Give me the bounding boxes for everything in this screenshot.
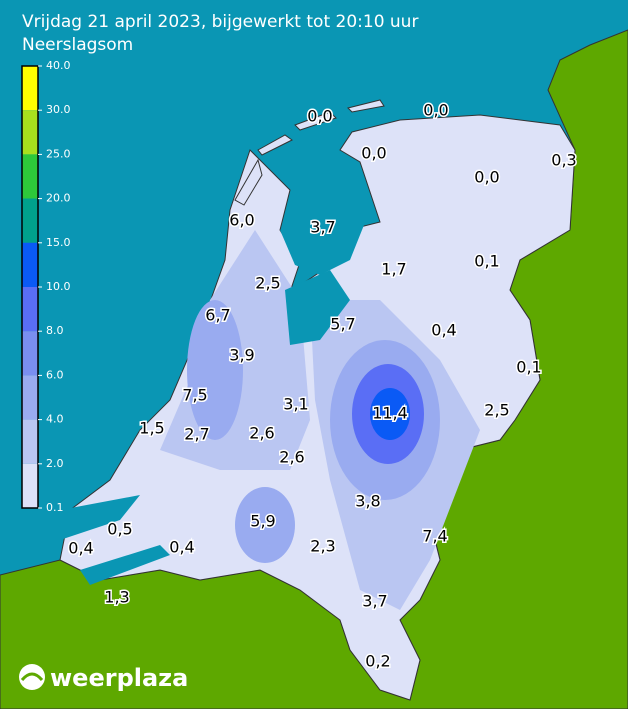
precip-label: 0,0 [361, 144, 386, 163]
precip-label: 0,3 [551, 151, 576, 170]
band-10-15 [370, 388, 410, 440]
precip-label: 2,3 [310, 537, 335, 556]
precip-label: 3,9 [229, 346, 254, 365]
precip-label: 2,6 [249, 424, 274, 443]
precip-label: 1,7 [381, 260, 406, 279]
legend-label: 6.0 [46, 368, 64, 381]
precip-label: 5,9 [250, 512, 275, 531]
legend-band [22, 375, 38, 420]
band-4-6 [235, 487, 295, 563]
precip-label: 6,0 [229, 211, 254, 230]
precip-label: 2,6 [279, 448, 304, 467]
precip-label: 2,5 [255, 274, 280, 293]
legend: 40.0 30.0 25.0 20.0 15.0 10.0 8.0 6.0 4.0 2.0 0.1 [21, 59, 71, 514]
legend-label: 8.0 [46, 324, 64, 337]
precip-label: 3,1 [283, 395, 308, 414]
island [234, 158, 263, 206]
legend-label: 2.0 [46, 457, 64, 470]
precip-label: 7,5 [182, 386, 207, 405]
legend-band [22, 331, 38, 376]
ijsselmeer [280, 200, 370, 275]
legend-band [22, 242, 38, 287]
precip-label: 1,5 [139, 419, 164, 438]
subtitle: Neerslagsom [22, 35, 133, 55]
legend-band [22, 110, 38, 155]
precip-label: 3,7 [362, 592, 387, 611]
precip-label: 3,7 [310, 218, 335, 237]
legend-label: 4.0 [46, 413, 64, 426]
precip-label: 2,5 [484, 401, 509, 420]
precip-label: 3,8 [355, 492, 380, 511]
legend-band [22, 287, 38, 332]
precip-label: 0,4 [169, 538, 194, 557]
legend-label: 20.0 [46, 192, 71, 205]
legend-band [22, 154, 38, 199]
precip-label: 5,7 [330, 315, 355, 334]
precip-label: 0,0 [307, 107, 332, 126]
precip-label: 0,5 [107, 520, 132, 539]
zeeland-waters [60, 495, 170, 585]
precip-label: 6,7 [205, 306, 230, 325]
precip-label: 0,2 [365, 652, 390, 671]
markermeer [285, 270, 350, 345]
legend-band [22, 419, 38, 464]
precip-label: 0,1 [474, 252, 499, 271]
logo-icon [19, 664, 45, 690]
precip-label: 7,4 [422, 527, 447, 546]
logo-text: weerplaza [50, 664, 188, 692]
legend-band [22, 198, 38, 243]
legend-label: 15.0 [46, 236, 71, 249]
legend-label: 40.0 [46, 59, 71, 72]
precip-label: 0,0 [474, 168, 499, 187]
precip-label: 0,4 [68, 539, 93, 558]
precip-label: 0,0 [423, 101, 448, 120]
precip-label: 1,3 [104, 588, 129, 607]
precip-label: 2,7 [184, 425, 209, 444]
map-labels: 0,0 0,0 0,0 0,3 0,0 6,0 3,7 0,1 1,7 2,5 6,7 5,7 0,4 3… [67, 99, 578, 672]
band-4-6 [187, 300, 243, 440]
legend-band [22, 463, 38, 508]
precip-label: 0,1 [516, 358, 541, 377]
legend-label: 25.0 [46, 147, 71, 160]
legend-label: 10.0 [46, 280, 71, 293]
legend-band [22, 66, 38, 111]
legend-label: 30.0 [46, 103, 71, 116]
precip-label: 11,4 [372, 404, 408, 423]
islands [257, 99, 385, 156]
title: Vrijdag 21 april 2023, bijgewerkt tot 20… [22, 12, 418, 32]
legend-label: 0.1 [46, 501, 64, 514]
precip-label: 0,4 [431, 321, 456, 340]
logo-icon-mark [20, 672, 44, 682]
